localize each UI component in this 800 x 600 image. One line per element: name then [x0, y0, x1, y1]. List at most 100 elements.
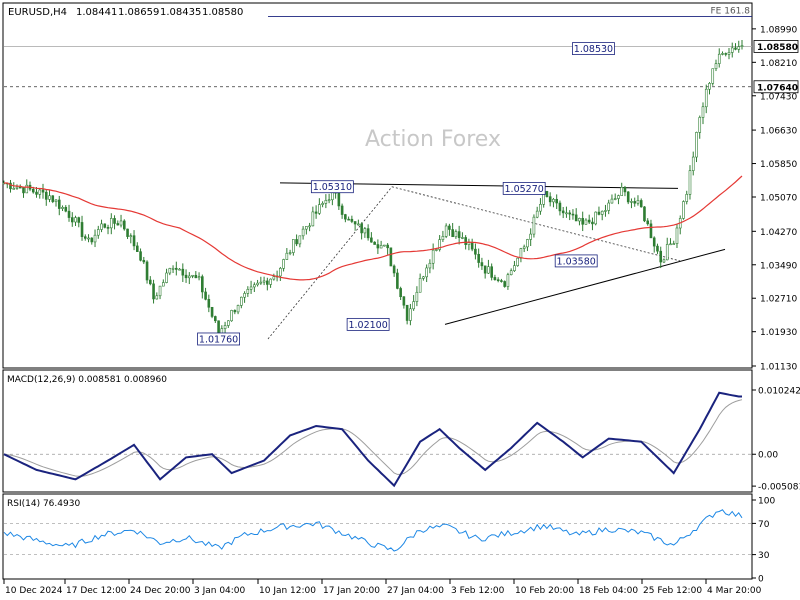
price-tick-label: 1.07430: [760, 92, 797, 102]
candle-body: [734, 47, 737, 50]
candle-body: [279, 268, 282, 277]
candle-body: [44, 191, 48, 200]
candle-body: [171, 267, 175, 270]
candle-body: [503, 281, 506, 287]
candle-body: [191, 274, 194, 277]
candle-body: [87, 237, 90, 240]
candle-body: [483, 265, 487, 274]
candle-body: [519, 248, 523, 259]
price-label-box: [310, 180, 354, 194]
candle-body: [487, 266, 490, 274]
candle-body: [584, 219, 588, 225]
candle-body: [295, 239, 298, 245]
candle-body: [246, 289, 250, 294]
candle-body: [74, 217, 77, 223]
candle-body: [636, 200, 640, 204]
decline-line: [391, 186, 681, 262]
candle-body: [639, 200, 643, 208]
candle-body: [431, 249, 435, 264]
candle-body: [162, 282, 165, 287]
candle-body: [165, 272, 168, 283]
candle-body: [256, 282, 259, 286]
price-tick-label: 1.01930: [760, 328, 797, 338]
candle-body: [41, 189, 45, 193]
candle-body: [516, 257, 519, 266]
candle-body: [529, 233, 532, 240]
price-label-box: [572, 42, 615, 55]
candle-body: [480, 262, 484, 267]
candle-body: [376, 244, 380, 249]
candle-body: [214, 316, 217, 322]
candle-body: [402, 296, 406, 306]
candle-body: [685, 193, 689, 202]
candle-body: [643, 206, 646, 222]
candle-body: [522, 246, 526, 249]
candle-body: [701, 106, 705, 118]
candle-body: [425, 267, 428, 278]
candle-body: [12, 188, 16, 190]
candle-body: [464, 237, 467, 245]
candle-body: [344, 214, 347, 220]
candle-body: [727, 52, 731, 55]
candle-body: [571, 213, 575, 216]
candle-body: [415, 291, 419, 302]
candle-body: [217, 320, 220, 334]
candle-body: [253, 284, 256, 288]
candle-body: [662, 259, 666, 263]
candle-body: [613, 198, 617, 200]
candle-body: [665, 244, 669, 261]
price-tick-label: 1.03490: [760, 261, 797, 271]
price-tick-label: 1.05850: [760, 160, 797, 170]
candle-body: [545, 191, 549, 197]
candle-body: [337, 192, 341, 207]
candle-body: [682, 201, 685, 219]
candle-body: [70, 217, 74, 223]
close-value: 1.08580: [202, 7, 243, 18]
time-tick-label: 3 Feb 12:00: [451, 586, 505, 596]
candle-body: [360, 223, 363, 234]
candle-body: [142, 259, 146, 263]
candle-body: [210, 306, 214, 317]
candle-body: [490, 266, 493, 278]
candle-body: [96, 229, 100, 236]
rsi-line: [3, 509, 743, 552]
candle-body: [669, 243, 672, 246]
candle-body: [691, 156, 695, 171]
candle-body: [457, 231, 461, 238]
candle-body: [305, 226, 308, 230]
price-tick-label: 1.01130: [760, 363, 797, 373]
candle-body: [301, 228, 305, 237]
candle-body: [103, 223, 107, 228]
candle-body: [461, 237, 464, 239]
candle-body: [409, 308, 412, 321]
price-label-box: [554, 254, 598, 268]
symbol-label: EURUSD,H4: [8, 7, 67, 18]
rsi-tick-label: 30: [758, 551, 770, 561]
candle-body: [568, 212, 571, 215]
rsi-tick-label: 100: [758, 497, 775, 507]
candle-body: [587, 219, 591, 223]
price-tick-label: 1.06630: [760, 127, 797, 137]
candle-body: [597, 211, 601, 215]
candle-body: [31, 188, 35, 193]
candle-body: [321, 203, 324, 205]
candle-body: [243, 293, 246, 298]
candle-body: [724, 53, 728, 55]
candle-body: [90, 237, 94, 243]
price-label-box: [502, 182, 546, 195]
candle-body: [22, 187, 25, 194]
candle-body: [18, 186, 22, 189]
price-label: 1.03580: [557, 256, 596, 267]
candle-body: [581, 218, 584, 225]
candle-body: [83, 236, 87, 239]
macd-main-line: [3, 391, 742, 488]
candle-body: [737, 46, 741, 50]
price-marker-label: 1.08580: [757, 43, 798, 53]
candle-body: [188, 275, 191, 279]
candle-body: [604, 210, 607, 212]
time-axis: 10 Dec 2024 17 Dec 12:00 24 Dec 20:00 3 Jan…: [3, 579, 762, 596]
candle-body: [201, 276, 204, 293]
candle-body: [675, 227, 679, 244]
candle-body: [451, 229, 454, 238]
